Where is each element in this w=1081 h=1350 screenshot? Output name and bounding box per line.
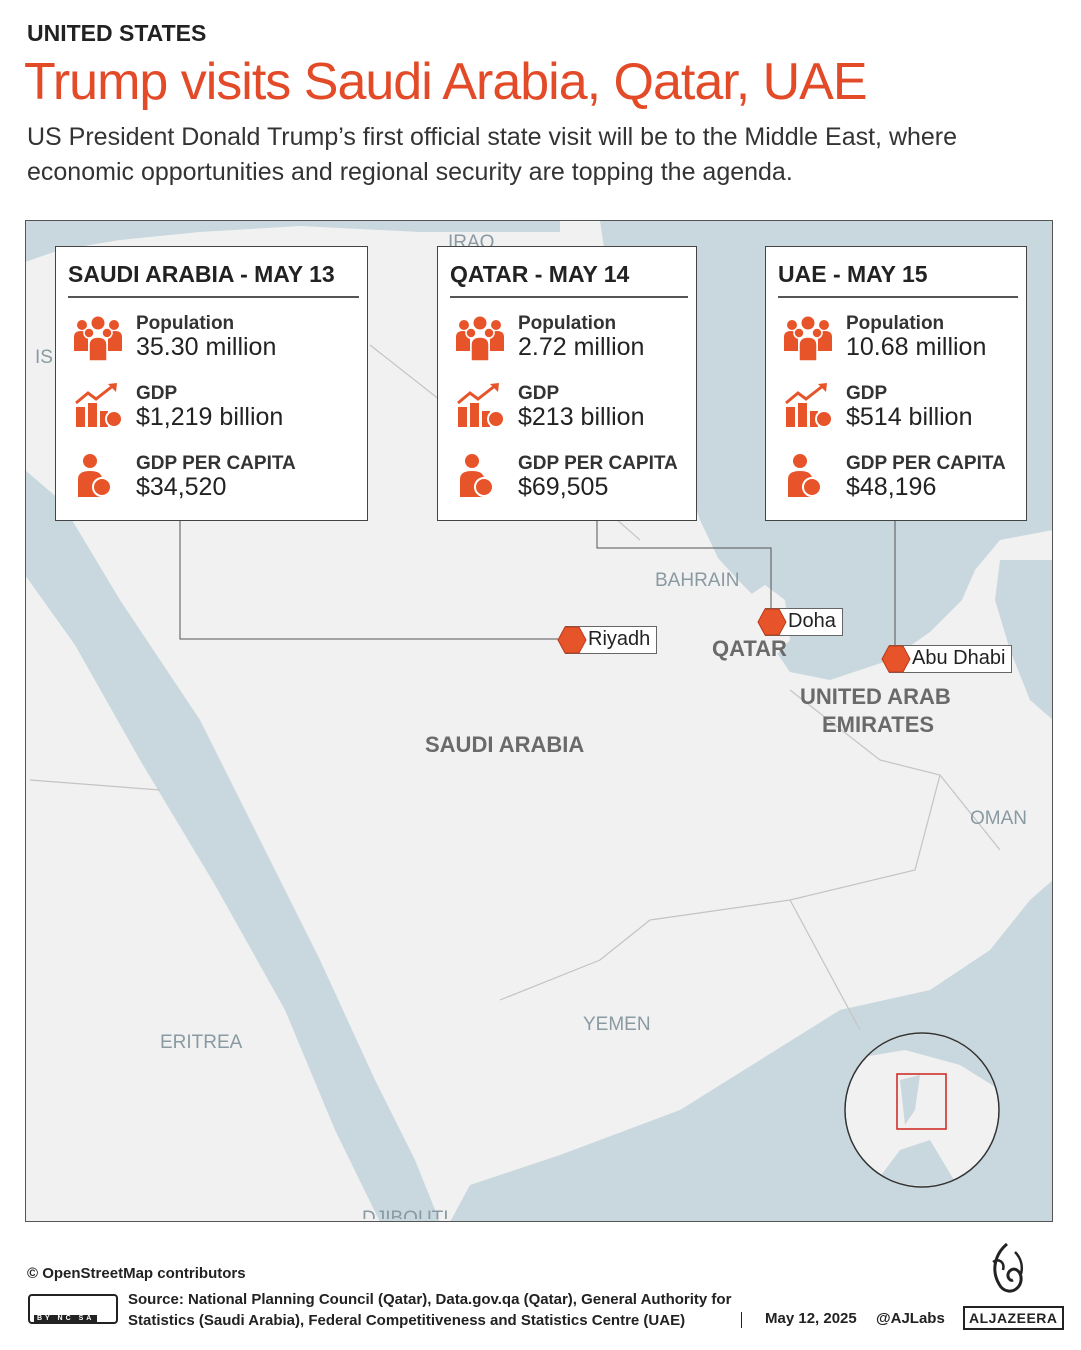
icon-population <box>456 316 504 362</box>
city-label: Abu Dhabi <box>889 645 1013 673</box>
map-label: SAUDI ARABIA <box>425 732 585 757</box>
license-badge: BY NC SA <box>28 1294 118 1324</box>
map-label: OMAN <box>970 808 1027 829</box>
stat-label: GDP PER CAPITA <box>846 453 1006 474</box>
map-label: ERITREA <box>160 1032 243 1053</box>
info-card: UAE - MAY 15 Population 10.68 million GDP… <box>765 246 1027 521</box>
icon-capita <box>788 454 822 497</box>
map-label: YEMEN <box>583 1014 651 1035</box>
credit: © OpenStreetMap contributors <box>27 1265 246 1282</box>
stat-label: GDP PER CAPITA <box>136 453 296 474</box>
info-card: SAUDI ARABIA - MAY 13 Population 35.30 mi… <box>55 246 368 521</box>
stat-label: GDP <box>518 383 560 404</box>
kicker: UNITED STATES <box>27 20 207 46</box>
title: Trump visits Saudi Arabia, Qatar, UAE <box>24 53 868 111</box>
map-label: BAHRAIN <box>655 570 740 591</box>
map-label: QATAR <box>712 636 787 661</box>
icon-gdp <box>457 383 505 428</box>
map-label: DJIBOUTI <box>362 1208 449 1229</box>
icon-gdp <box>75 383 123 428</box>
city-marker <box>881 645 911 673</box>
stat-label: GDP <box>136 383 178 404</box>
icon-capita <box>460 454 494 497</box>
stat-value: $213 billion <box>518 403 645 431</box>
stat-value: 10.68 million <box>846 333 987 361</box>
source: Source: National Planning Council (Qatar… <box>128 1291 732 1329</box>
stat-value: $1,219 billion <box>136 403 284 431</box>
map-label: UNITED ARAB <box>800 684 951 709</box>
stat-label: GDP PER CAPITA <box>518 453 678 474</box>
map-label: IS <box>35 347 53 368</box>
brand: ALJAZEERA <box>963 1306 1064 1330</box>
city-marker <box>557 626 587 654</box>
stat-label: Population <box>846 313 945 334</box>
icon-gdp <box>785 383 833 428</box>
date: May 12, 2025 <box>765 1310 857 1327</box>
stat-label: Population <box>136 313 235 334</box>
icon-population <box>784 316 832 362</box>
stat-value: $34,520 <box>136 473 227 501</box>
card-heading: QATAR - MAY 14 <box>450 261 688 298</box>
handle: @AJLabs <box>876 1310 945 1327</box>
stat-value: $514 billion <box>846 403 973 431</box>
card-heading: SAUDI ARABIA - MAY 13 <box>68 261 359 298</box>
card-heading: UAE - MAY 15 <box>778 261 1018 298</box>
info-card: QATAR - MAY 14 Population 2.72 million GD… <box>437 246 697 521</box>
city-marker <box>757 608 787 636</box>
logo-mark <box>992 1242 1023 1293</box>
stat-label: GDP <box>846 383 888 404</box>
icon-capita <box>78 454 112 497</box>
stat-value: $69,505 <box>518 473 609 501</box>
stat-label: Population <box>518 313 617 334</box>
stat-value: $48,196 <box>846 473 937 501</box>
stat-value: 2.72 million <box>518 333 645 361</box>
stat-value: 35.30 million <box>136 333 277 361</box>
icon-population <box>74 316 122 362</box>
map-label: EMIRATES <box>822 712 935 737</box>
separator <box>741 1312 742 1328</box>
license-text: BY NC SA <box>34 1315 98 1322</box>
subtitle: US President Donald Trump’s first offici… <box>27 123 958 186</box>
